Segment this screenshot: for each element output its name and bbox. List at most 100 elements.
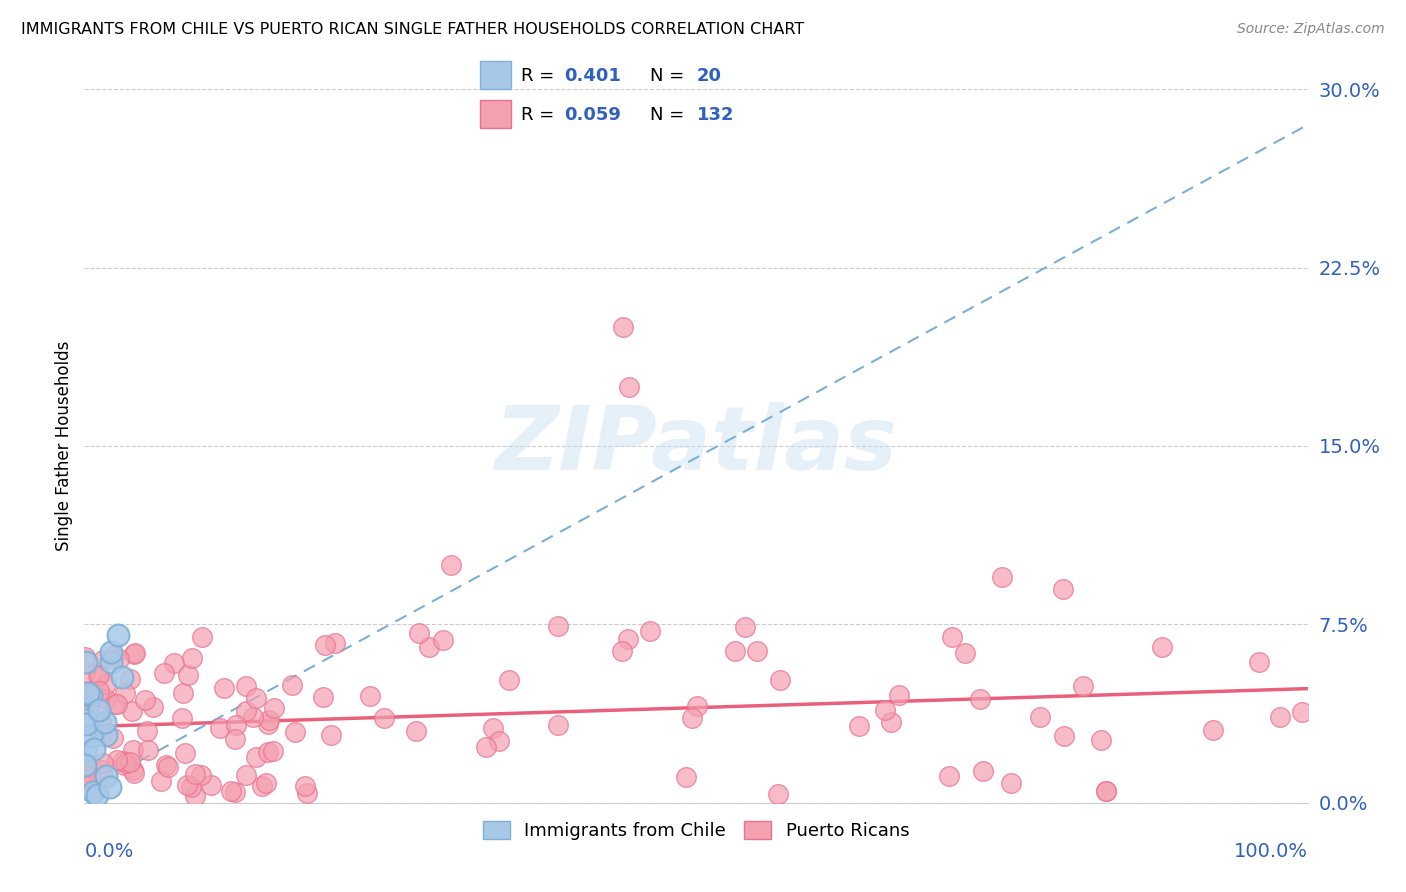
Point [297, 786, 319, 800]
Point [122, 766, 145, 780]
Point [91, 756, 114, 770]
Bar [481, 62, 512, 89]
Point [938, 769, 960, 783]
Point [1071, 679, 1094, 693]
Point [475, 740, 498, 755]
Point [94, 715, 117, 730]
Text: 0.401: 0.401 [564, 67, 620, 85]
Point [610, 644, 633, 658]
Point [87, 684, 110, 698]
Point [242, 710, 264, 724]
Point [83, 742, 105, 756]
Point [259, 714, 281, 728]
Point [89, 729, 111, 743]
Text: ZIPatlas: ZIPatlas [495, 402, 897, 490]
Bar [481, 100, 512, 128]
Point [418, 640, 440, 654]
Point [848, 718, 870, 732]
Text: 132: 132 [697, 105, 734, 123]
Point [94, 728, 117, 742]
Text: 100.0%: 100.0% [1233, 842, 1308, 861]
Point [75, 759, 97, 773]
Point [112, 757, 135, 772]
Point [224, 731, 246, 746]
Point [887, 689, 910, 703]
Point [136, 743, 159, 757]
Point [235, 768, 257, 782]
Text: N =: N = [651, 67, 690, 85]
Point [1095, 783, 1118, 797]
Point [79, 699, 101, 714]
Point [105, 753, 128, 767]
Point [172, 711, 194, 725]
Point [91, 763, 114, 777]
Point [180, 780, 202, 794]
Point [190, 768, 212, 782]
Point [675, 770, 697, 784]
Point [79, 770, 101, 784]
Point [118, 755, 141, 769]
Point [769, 673, 792, 687]
Point [245, 690, 267, 705]
Point [235, 704, 257, 718]
Point [880, 715, 903, 730]
Point [1247, 655, 1270, 669]
Legend: Immigrants from Chile, Puerto Ricans: Immigrants from Chile, Puerto Ricans [475, 814, 917, 847]
Point [262, 744, 284, 758]
Point [105, 697, 128, 711]
Point [157, 760, 180, 774]
Point [79, 689, 101, 703]
Point [482, 721, 505, 735]
Point [153, 665, 176, 680]
Point [373, 711, 395, 725]
Point [209, 721, 232, 735]
Point [314, 639, 336, 653]
Point [108, 652, 131, 666]
Text: 0.059: 0.059 [564, 105, 620, 123]
Point [235, 680, 257, 694]
Point [1053, 729, 1076, 743]
Point [100, 645, 122, 659]
Point [121, 704, 143, 718]
Point [969, 692, 991, 706]
Point [686, 698, 709, 713]
Point [174, 747, 197, 761]
Point [747, 643, 769, 657]
Point [122, 743, 145, 757]
Point [111, 670, 134, 684]
Point [953, 646, 976, 660]
Point [323, 636, 346, 650]
Point [498, 673, 520, 688]
Point [225, 718, 247, 732]
Point [83, 684, 105, 698]
Text: R =: R = [520, 67, 560, 85]
Point [250, 780, 273, 794]
Text: IMMIGRANTS FROM CHILE VS PUERTO RICAN SINGLE FATHER HOUSEHOLDS CORRELATION CHART: IMMIGRANTS FROM CHILE VS PUERTO RICAN SI… [21, 22, 804, 37]
Point [616, 632, 638, 646]
Text: 0.0%: 0.0% [84, 842, 134, 861]
Point [1000, 776, 1022, 790]
Point [547, 619, 569, 633]
Point [87, 668, 110, 682]
Point [359, 689, 381, 703]
Point [284, 725, 307, 739]
Point [96, 769, 118, 783]
Point [612, 320, 634, 334]
Text: R =: R = [520, 105, 560, 123]
Point [321, 728, 343, 742]
Point [155, 757, 177, 772]
Point [94, 677, 117, 691]
Point [257, 745, 280, 759]
Point [281, 678, 304, 692]
Point [941, 631, 963, 645]
Point [87, 703, 110, 717]
Point [724, 644, 747, 658]
Point [183, 767, 205, 781]
Point [263, 701, 285, 715]
Point [94, 692, 117, 706]
Point [80, 729, 103, 743]
Point [86, 788, 108, 802]
Point [163, 656, 186, 670]
Point [150, 773, 173, 788]
Point [1291, 705, 1313, 719]
